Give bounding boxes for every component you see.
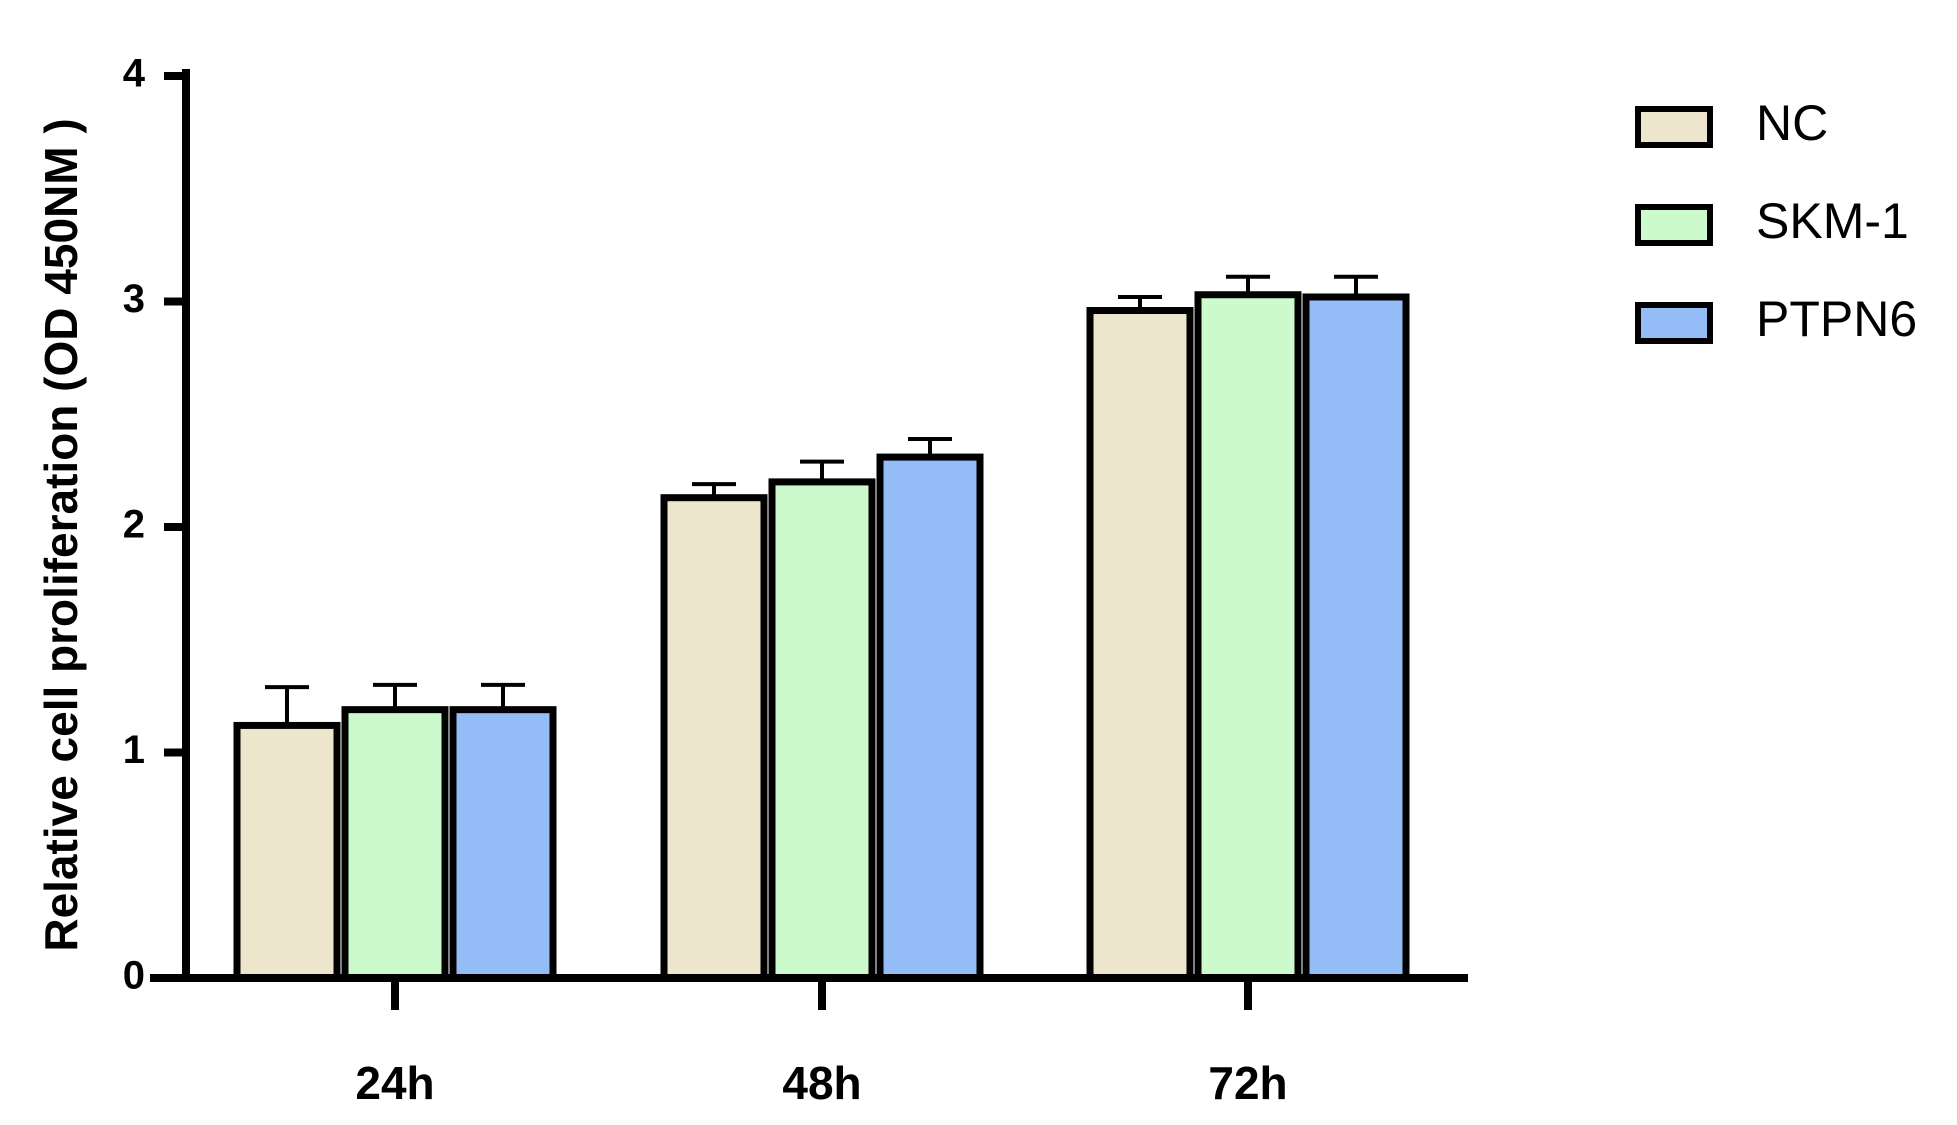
legend-label: SKM-1 [1756, 193, 1909, 249]
legend-swatch [1635, 204, 1713, 246]
legend: NC SKM-1 PTPN6 [1635, 95, 1917, 347]
bar-ptpn6-48h [876, 453, 984, 982]
bar-nc-72h [1086, 307, 1194, 982]
bars-layer [233, 274, 1410, 982]
bar-skm-1-72h [1194, 291, 1302, 982]
bar-nc-48h [660, 494, 768, 982]
legend-label: PTPN6 [1756, 291, 1917, 347]
y-tick-label: 4 [123, 52, 146, 96]
x-tick-label: 72h [1208, 1057, 1287, 1109]
legend-swatch [1635, 106, 1713, 148]
x-tick-label: 24h [355, 1057, 434, 1109]
y-tick-label: 1 [123, 728, 145, 772]
y-tick-label: 3 [123, 277, 145, 321]
x-tick-label: 48h [782, 1057, 861, 1109]
legend-label: NC [1756, 95, 1828, 151]
bar-ptpn6-24h [449, 706, 557, 982]
bar-skm-1-48h [768, 478, 876, 982]
y-tick-label: 0 [123, 954, 145, 998]
y-axis-title: Relative cell proliferation (OD 450NM ) [35, 118, 87, 951]
legend-swatch [1635, 302, 1713, 344]
bar-nc-24h [233, 721, 341, 982]
ticks-layer: 0 1 2 3 4 24h 48h 72h [123, 52, 1288, 1110]
bar-ptpn6-72h [1302, 293, 1410, 982]
y-tick-label: 2 [123, 503, 145, 547]
bar-skm-1-24h [341, 706, 449, 982]
